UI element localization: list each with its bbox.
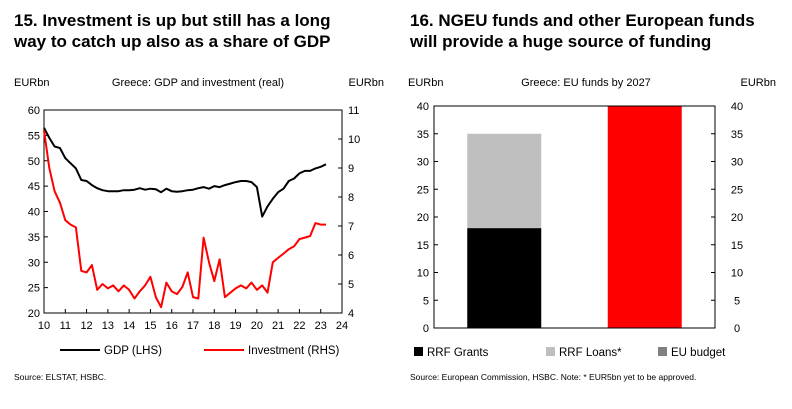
left-tick-label: 15 — [417, 240, 429, 252]
x-tick-label: 22 — [293, 320, 305, 332]
left-tick-label: 10 — [417, 268, 429, 280]
legend-swatch — [546, 347, 555, 356]
right-tick-label: 25 — [731, 184, 743, 196]
legend-label: EU budget — [671, 347, 726, 359]
left-tick-label: 20 — [417, 212, 429, 224]
left-tick-label: 55 — [28, 130, 40, 142]
left-tick-label: 50 — [28, 156, 40, 168]
x-tick-label: 15 — [144, 320, 156, 332]
left-axis-unit: EURbn — [14, 77, 49, 89]
x-tick-label: 13 — [102, 320, 114, 332]
right-tick-label: 4 — [348, 308, 354, 320]
right-tick-label: 0 — [734, 323, 740, 335]
source-note: Source: ELSTAT, HSBC. — [14, 372, 107, 382]
left-tick-label: 20 — [28, 308, 40, 320]
right-tick-label: 7 — [348, 221, 354, 233]
right-tick-label: 35 — [731, 129, 743, 141]
panel-title: 16. NGEU funds and other European funds … — [410, 10, 782, 52]
right-tick-label: 15 — [731, 240, 743, 252]
plot-frame — [43, 109, 343, 314]
bar-segment-rrf-grants — [467, 228, 542, 328]
panel-investment: 15. Investment is up but still has a lon… — [14, 10, 386, 382]
series-line-gdp — [43, 127, 327, 218]
right-tick-label: 10 — [348, 134, 360, 146]
legend-label: RRF Grants — [427, 347, 489, 359]
right-tick-label: 5 — [348, 279, 354, 291]
line-chart-gdp-investment: Greece: GDP and investment (real) EURbn EU… — [14, 77, 384, 357]
right-tick-label: 20 — [731, 212, 743, 224]
panel-eu-funds: 16. NGEU funds and other European funds … — [396, 0, 792, 409]
right-tick-label: 40 — [731, 101, 743, 113]
left-tick-label: 25 — [417, 184, 429, 196]
x-tick-label: 19 — [229, 320, 241, 332]
title-line-2: way to catch up also as a share of GDP — [14, 32, 331, 51]
x-tick-label: 20 — [251, 320, 263, 332]
right-axis-unit: EURbn — [741, 77, 776, 89]
left-tick-label: 5 — [423, 295, 429, 307]
bar-segment-rrf-loans — [467, 133, 542, 229]
left-tick-label: 35 — [28, 232, 40, 244]
left-tick-label: 30 — [417, 157, 429, 169]
left-tick-label: 40 — [28, 207, 40, 219]
left-tick-label: 30 — [28, 257, 40, 269]
x-tick-label: 16 — [166, 320, 178, 332]
left-axis-unit: EURbn — [408, 77, 443, 89]
x-tick-label: 24 — [336, 320, 348, 332]
legend-label: Investment (RHS) — [248, 345, 340, 357]
chart-title: Greece: EU funds by 2027 — [521, 77, 651, 89]
x-tick-label: 11 — [60, 320, 71, 332]
right-tick-label: 30 — [731, 157, 743, 169]
x-tick-label: 17 — [187, 320, 199, 332]
right-tick-label: 8 — [348, 192, 354, 204]
legend-swatch — [658, 347, 667, 356]
x-tick-label: 12 — [80, 320, 92, 332]
x-tick-label: 18 — [208, 320, 220, 332]
x-tick-label: 14 — [123, 320, 135, 332]
right-tick-label: 6 — [348, 250, 354, 262]
left-tick-label: 60 — [28, 105, 40, 117]
legend-label: GDP (LHS) — [104, 345, 162, 357]
left-tick-label: 40 — [417, 101, 429, 113]
right-tick-label: 5 — [734, 295, 740, 307]
bar-chart-eu-funds: Greece: EU funds by 2027 EURbn EURbn 0 0 5 5 10… — [408, 77, 776, 359]
left-tick-label: 0 — [423, 323, 429, 335]
series-line-investment — [43, 130, 326, 309]
bar-segment-eu-budget — [607, 106, 682, 328]
title-line-1: 16. NGEU funds and other European funds — [410, 11, 755, 30]
source-note: Source: European Commission, HSBC. Note:… — [410, 372, 697, 382]
left-tick-label: 25 — [28, 283, 40, 295]
right-tick-label: 9 — [348, 163, 354, 175]
legend-swatch — [414, 347, 423, 356]
panel-title: 15. Investment is up but still has a lon… — [14, 10, 386, 52]
title-line-2: will provide a huge source of funding — [410, 32, 712, 51]
legend-label: RRF Loans* — [559, 347, 622, 359]
left-tick-label: 35 — [417, 129, 429, 141]
right-axis-unit: EURbn — [349, 77, 384, 89]
left-tick-label: 45 — [28, 181, 40, 193]
x-tick-label: 10 — [38, 320, 50, 332]
right-tick-label: 10 — [731, 268, 743, 280]
right-tick-label: 11 — [348, 105, 359, 117]
chart-title: Greece: GDP and investment (real) — [112, 77, 284, 89]
x-tick-label: 23 — [315, 320, 327, 332]
x-tick-label: 21 — [272, 320, 284, 332]
title-line-1: 15. Investment is up but still has a lon… — [14, 11, 331, 30]
